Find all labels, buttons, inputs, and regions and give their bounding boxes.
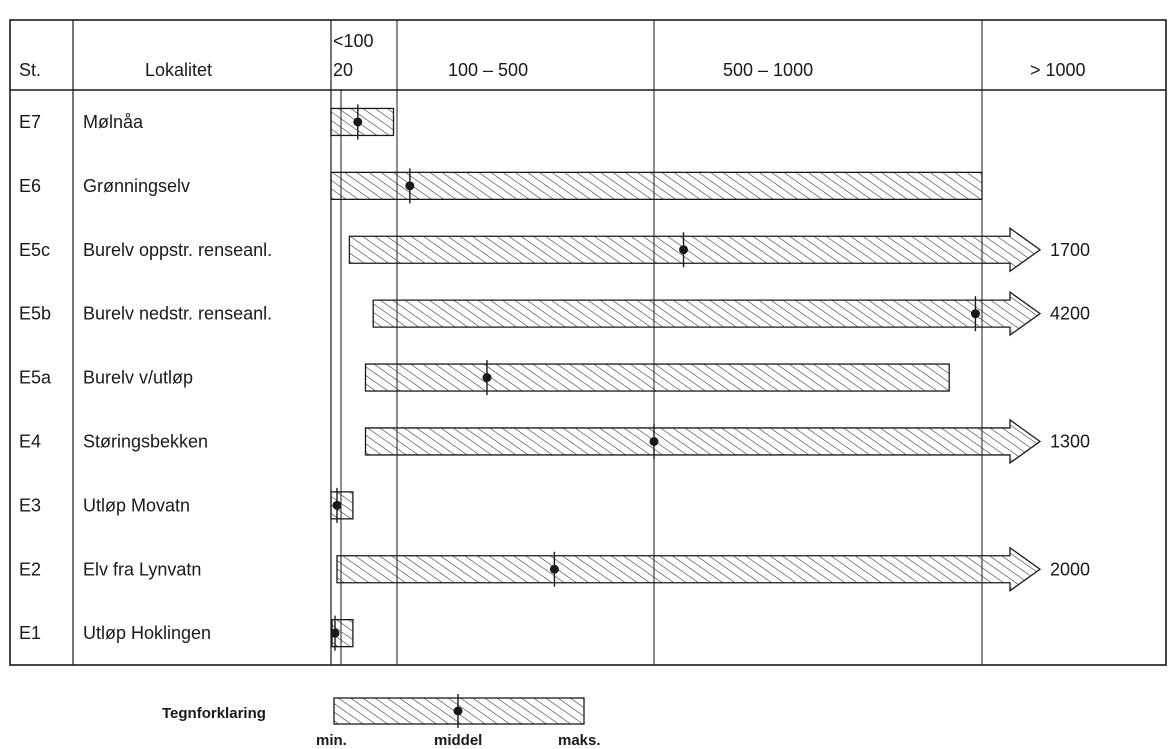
row-station-e5b: E5b (19, 304, 51, 324)
header-range-gt1000: > 1000 (1030, 60, 1086, 80)
legend-max-label: maks. (558, 732, 601, 749)
bar-e5a (364, 363, 950, 392)
row-station-e6: E6 (19, 176, 41, 196)
mean-marker-e6 (405, 181, 415, 191)
row-locality-e4: Støringsbekken (83, 431, 208, 451)
rows-layer: E7 Mølnåa E6 Grønningselv E5c Burelv oppstr. … (19, 104, 1090, 651)
header-range-500-1000: 500 – 1000 (723, 60, 813, 80)
bar-max-label-e2: 2000 (1050, 559, 1090, 579)
bar-e5c (348, 226, 1042, 273)
mean-marker-e5a (482, 373, 492, 383)
legend-title: Tegnforklaring (162, 705, 266, 722)
mean-marker-e5b (970, 309, 980, 319)
legend: Tegnforklaring min. middel maks. (162, 694, 601, 749)
row-locality-e6: Grønningselv (83, 176, 190, 196)
mean-marker-e5c (679, 245, 689, 255)
row-locality-e5c: Burelv oppstr. renseanl. (83, 240, 272, 260)
bar-max-label-e4: 1300 (1050, 431, 1090, 451)
bar-max-label-e5c: 1700 (1050, 240, 1090, 260)
row-station-e4: E4 (19, 431, 41, 451)
header-range-lt100: <100 (333, 31, 374, 51)
bar-e2 (336, 546, 1042, 593)
row-locality-e5b: Burelv nedstr. renseanl. (83, 304, 272, 324)
row-locality-e5a: Burelv v/utløp (83, 368, 193, 388)
row-station-e3: E3 (19, 495, 41, 515)
header-range-20: 20 (333, 60, 353, 80)
mean-marker-e2 (549, 564, 559, 574)
header-locality: Lokalitet (145, 60, 212, 80)
mean-marker-e3 (332, 500, 342, 510)
row-station-e5a: E5a (19, 368, 52, 388)
row-locality-e1: Utløp Hoklingen (83, 623, 211, 643)
legend-mean-label: middel (434, 732, 482, 749)
mean-marker-e4 (649, 436, 659, 446)
header-range-100-500: 100 – 500 (448, 60, 528, 80)
header-station: St. (19, 60, 41, 80)
row-station-e7: E7 (19, 112, 41, 132)
mean-marker-e1 (330, 628, 340, 638)
table-border (9, 19, 1167, 666)
legend-min-label: min. (316, 732, 347, 749)
mean-marker-e7 (353, 117, 363, 127)
row-station-e1: E1 (19, 623, 41, 643)
row-station-e2: E2 (19, 559, 41, 579)
bar-max-label-e5b: 4200 (1050, 304, 1090, 324)
legend-mean-marker (453, 706, 463, 716)
row-station-e5c: E5c (19, 240, 50, 260)
bar-e5b (372, 290, 1042, 337)
row-locality-e3: Utløp Movatn (83, 495, 190, 515)
row-locality-e2: Elv fra Lynvatn (83, 559, 201, 579)
bar-e4 (364, 418, 1042, 465)
bar-e6 (330, 171, 983, 201)
row-locality-e7: Mølnåa (83, 112, 144, 132)
